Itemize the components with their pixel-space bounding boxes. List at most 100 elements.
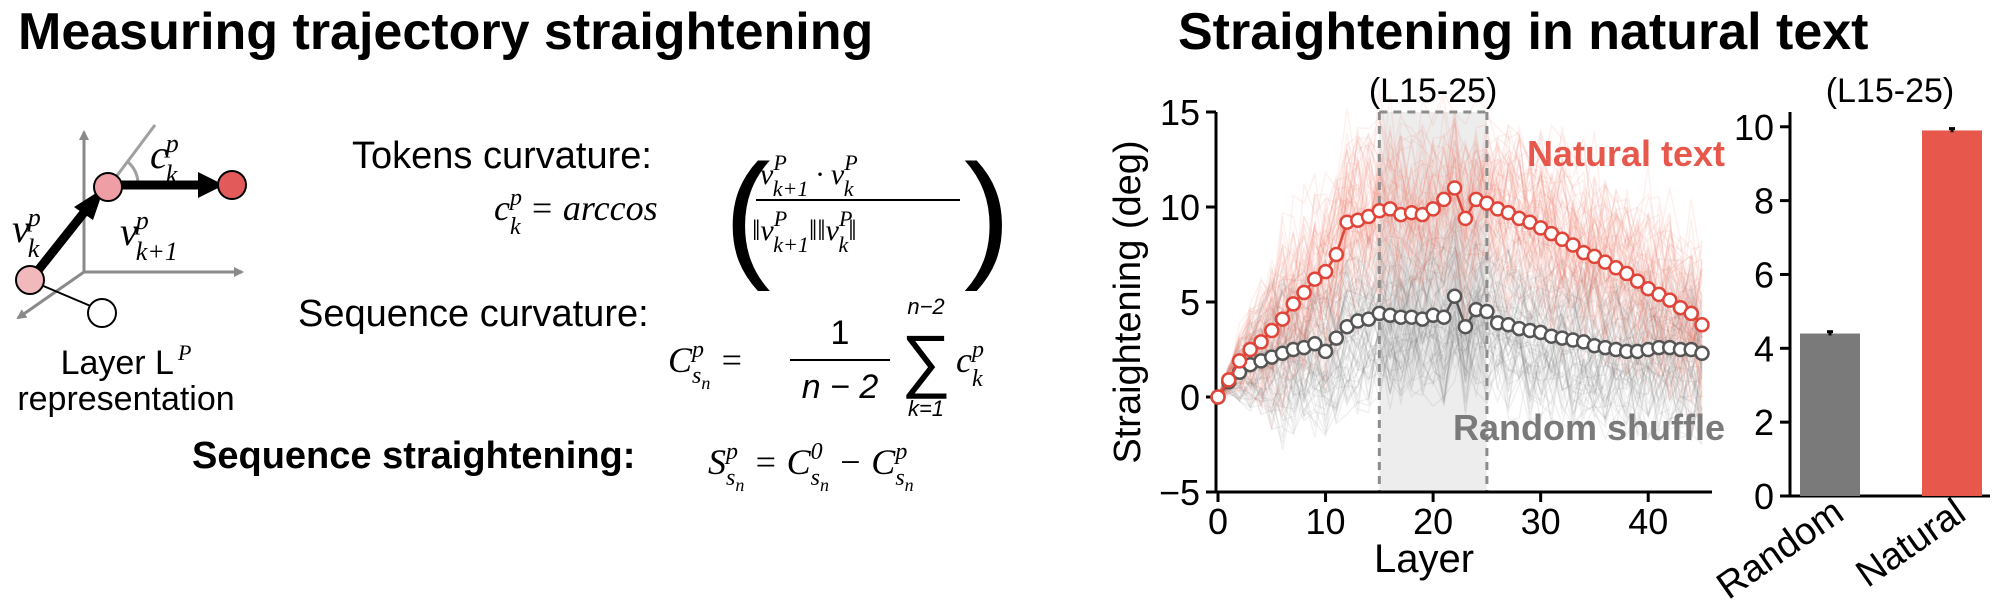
trace-line xyxy=(1217,218,1703,398)
x-tick-label: 10 xyxy=(1306,501,1346,542)
label-vk1: vp k+1 xyxy=(120,206,178,266)
paren-right: ) xyxy=(964,135,1011,292)
trace-line xyxy=(1217,317,1703,445)
sum-lower-limit: k=1 xyxy=(908,396,944,421)
sequence-curvature-formula: Cp sn = 1 n − 2 n−2 ∑ k=1 cp k xyxy=(668,294,984,421)
trace-line xyxy=(1217,310,1703,429)
token-point-2 xyxy=(93,172,123,202)
trace-line xyxy=(1217,203,1703,405)
trace-line xyxy=(1217,219,1703,415)
trace-line xyxy=(1217,330,1703,444)
sequence-straightening-label: Sequence straightening: xyxy=(192,435,635,477)
trace-line xyxy=(1217,207,1703,398)
label-vk: vp k xyxy=(12,203,41,263)
trace-line xyxy=(1217,186,1703,408)
y-axis-label: Straightening (deg) xyxy=(1107,140,1149,463)
mean-point xyxy=(1253,334,1269,350)
trace-line xyxy=(1217,317,1703,442)
random-shuffle-traces xyxy=(1217,208,1703,451)
tokens-curvature-label: Tokens curvature: xyxy=(352,135,652,177)
mean-point xyxy=(1285,296,1302,312)
trace-line xyxy=(1217,229,1703,398)
trace-line xyxy=(1217,215,1703,398)
x-tick-label: 0 xyxy=(1208,501,1228,542)
seq-fraction-denominator: n − 2 xyxy=(802,368,879,406)
sequence-curvature-label: Sequence curvature: xyxy=(298,293,649,335)
projection-point xyxy=(87,298,117,328)
trace-line xyxy=(1217,322,1703,426)
left-panel-title: Measuring trajectory straightening xyxy=(18,3,874,61)
trace-line xyxy=(1217,117,1703,398)
trace-line xyxy=(1217,219,1703,398)
trace-line xyxy=(1217,266,1703,398)
trace-line xyxy=(1217,185,1703,398)
bar-natural xyxy=(1922,130,1982,496)
natural-mean-markers xyxy=(1210,180,1710,405)
y-ticks: −5 0 5 10 15 xyxy=(1159,92,1216,513)
trace-line xyxy=(1217,155,1703,398)
y-tick-label: 5 xyxy=(1180,282,1200,323)
mean-point xyxy=(1425,201,1441,217)
mean-point xyxy=(1231,353,1248,369)
trace-line xyxy=(1217,208,1703,398)
token-point-1 xyxy=(15,265,45,295)
bar-y-tick-label: 4 xyxy=(1754,328,1774,369)
y-tick-label: −5 xyxy=(1159,472,1200,513)
mean-point xyxy=(1629,273,1646,289)
trace-line xyxy=(1217,300,1703,427)
random-mean-markers xyxy=(1210,288,1710,405)
trace-line xyxy=(1217,297,1703,419)
bar-category-label: Natural xyxy=(1849,491,1973,596)
trace-line xyxy=(1217,95,1703,398)
trace-line xyxy=(1217,303,1703,451)
mean-point xyxy=(1618,265,1635,282)
sum-symbol: ∑ xyxy=(901,321,951,399)
mean-point xyxy=(1307,336,1323,352)
trace-line xyxy=(1217,255,1703,398)
mean-point xyxy=(1274,311,1291,327)
mean-point xyxy=(1446,288,1463,305)
trace-line xyxy=(1217,314,1703,407)
mean-point xyxy=(1457,318,1474,335)
natural-text-annotation: Natural text xyxy=(1527,133,1725,174)
trace-line xyxy=(1217,300,1703,425)
x-tick-label: 20 xyxy=(1413,501,1453,542)
mean-point xyxy=(1317,343,1334,360)
mean-point xyxy=(1307,271,1323,287)
trace-line xyxy=(1217,91,1703,398)
paren-left: ( xyxy=(724,135,771,292)
bar-y-tick-label: 10 xyxy=(1734,107,1774,148)
mean-point xyxy=(1694,345,1710,362)
x-tick-label: 30 xyxy=(1521,501,1561,542)
trace-line xyxy=(1217,310,1703,434)
band-label: (L15-25) xyxy=(1369,72,1498,110)
trace-line xyxy=(1217,117,1703,398)
trace-line xyxy=(1217,115,1703,398)
seq-fraction-numerator: 1 xyxy=(831,314,850,352)
mean-point xyxy=(1210,389,1226,405)
bars xyxy=(1800,127,1982,496)
mean-point xyxy=(1296,284,1312,301)
trace-line xyxy=(1217,133,1703,398)
mean-point xyxy=(1221,372,1237,388)
mean-point xyxy=(1683,305,1699,322)
x-axis-label: Layer xyxy=(1374,537,1474,581)
bar-random xyxy=(1800,333,1860,496)
mean-point xyxy=(1328,330,1345,346)
trace-line xyxy=(1217,253,1703,398)
seq-formula-lhs: Cp sn = xyxy=(668,337,744,393)
trace-line xyxy=(1217,309,1703,422)
mean-point xyxy=(1436,309,1452,325)
tokens-formula-lhs: cp k = arccos xyxy=(494,185,658,240)
bar-y-ticks: 0 2 4 6 8 10 xyxy=(1734,107,1790,517)
token-point-3 xyxy=(217,170,247,200)
mean-point xyxy=(1565,237,1581,253)
right-panel-title: Straightening in natural text xyxy=(1178,3,1869,61)
trace-line xyxy=(1217,313,1703,434)
tokens-formula-numerator: vP k+1 · vP k xyxy=(760,150,858,201)
trace-line xyxy=(1217,139,1703,398)
mean-point xyxy=(1317,263,1334,280)
mean-point xyxy=(1661,292,1678,308)
